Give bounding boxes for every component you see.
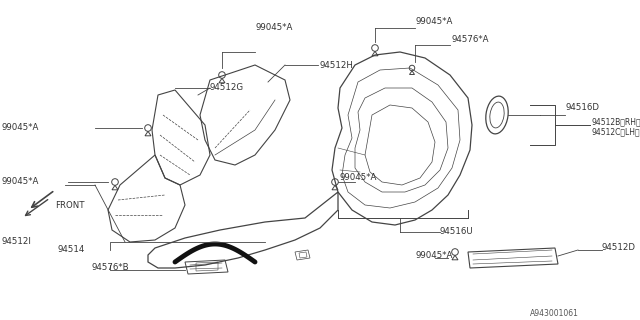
Text: 94512H: 94512H bbox=[320, 60, 354, 69]
Text: 94512G: 94512G bbox=[210, 84, 244, 92]
Text: 94576*B: 94576*B bbox=[92, 263, 130, 273]
Text: 94512C〈LH〉: 94512C〈LH〉 bbox=[592, 127, 640, 137]
Text: 94512I: 94512I bbox=[2, 237, 32, 246]
Text: A943001061: A943001061 bbox=[530, 309, 579, 318]
Text: 94576*A: 94576*A bbox=[452, 36, 490, 44]
Text: 99045*A: 99045*A bbox=[415, 251, 452, 260]
Text: 94516U: 94516U bbox=[440, 228, 474, 236]
Text: 99045*A: 99045*A bbox=[340, 173, 378, 182]
Text: 99045*A: 99045*A bbox=[2, 124, 40, 132]
Text: 99045*A: 99045*A bbox=[415, 18, 452, 27]
Text: 99045*A: 99045*A bbox=[255, 23, 292, 33]
Text: 94512D: 94512D bbox=[602, 244, 636, 252]
Text: 94512B〈RH〉: 94512B〈RH〉 bbox=[592, 117, 640, 126]
Text: 94516D: 94516D bbox=[565, 103, 599, 113]
Text: 99045*A: 99045*A bbox=[2, 178, 40, 187]
Text: FRONT: FRONT bbox=[55, 201, 84, 210]
Text: 94514: 94514 bbox=[58, 245, 85, 254]
